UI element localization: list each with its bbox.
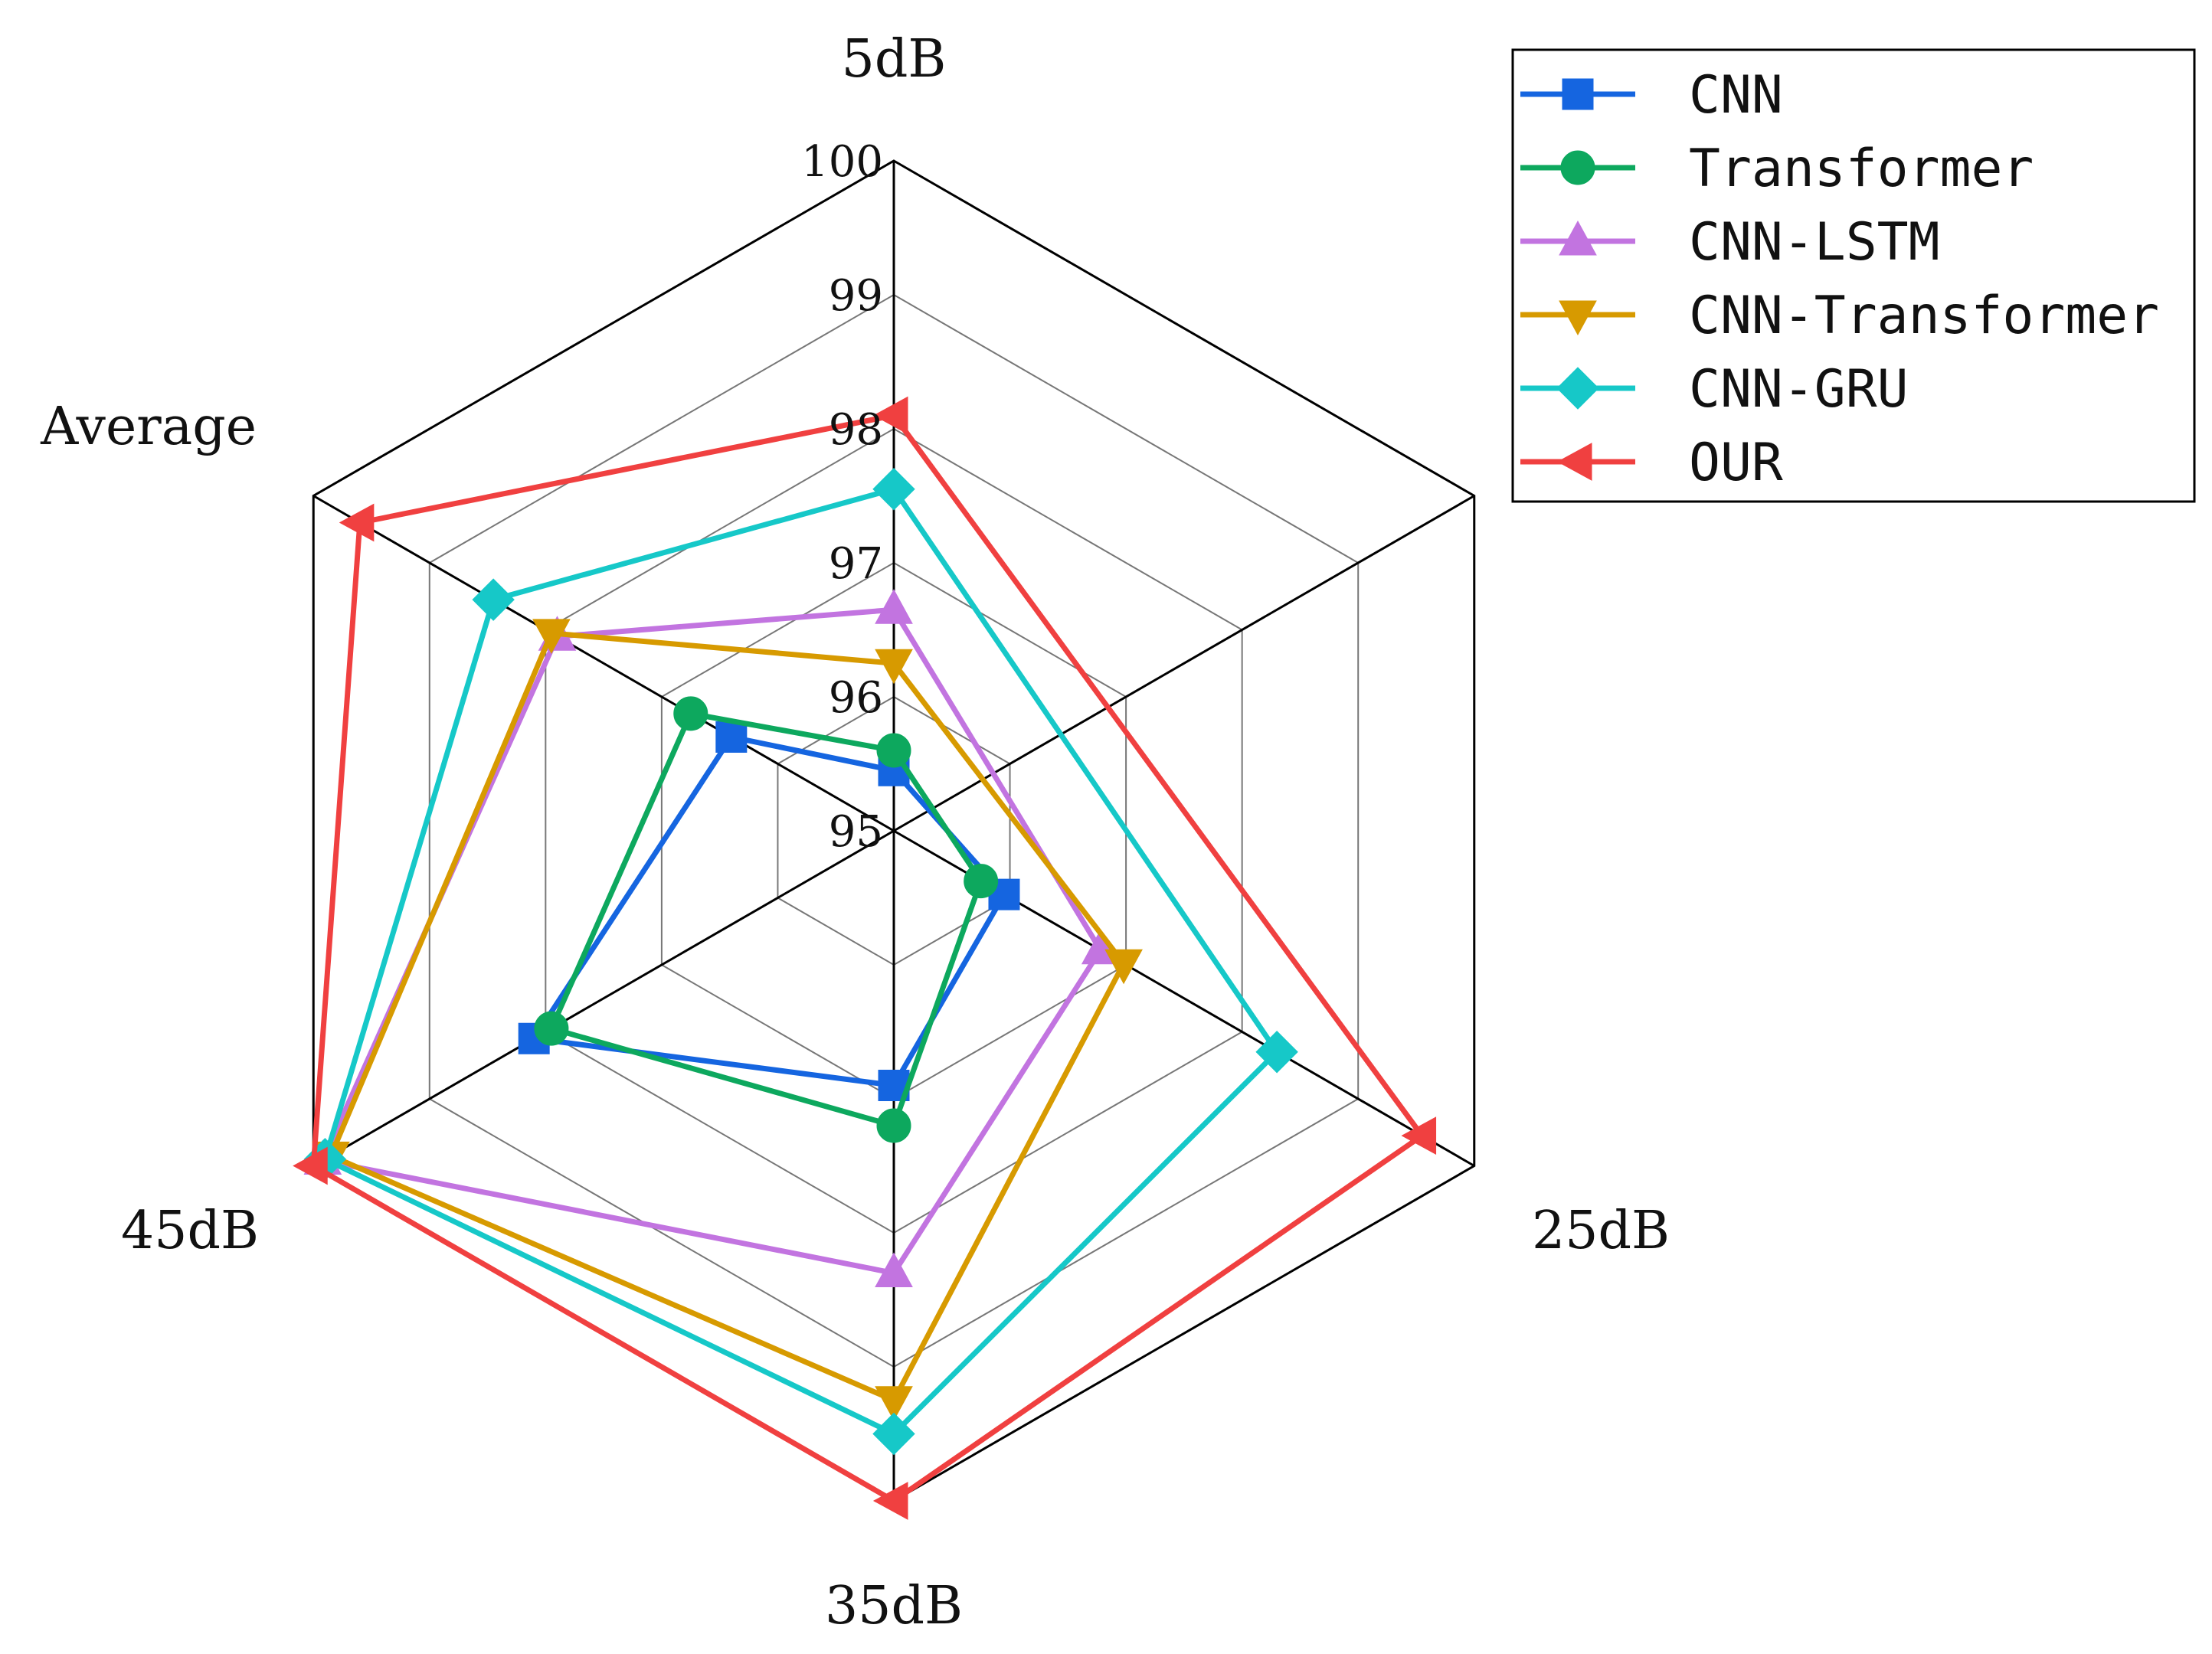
axis-label-45db: 45dB [121, 1201, 259, 1261]
series-line-cnn-lstm [319, 606, 1104, 1276]
tick-label: 100 [801, 137, 883, 187]
series-line-transformer [548, 711, 984, 1129]
legend-marker-transformer [1560, 150, 1595, 185]
axis-label-25db: 25dB [1532, 1201, 1670, 1261]
data-point-cnn-gru-average [472, 578, 515, 621]
legend-marker-cnn-lstm [1559, 220, 1597, 256]
data-point-transformer-45db [534, 1011, 569, 1046]
series-cnn [518, 721, 1020, 1101]
legend-item-cnn-gru: CNN-GRU [1520, 359, 1909, 420]
data-point-cnn-transformer-25db [1104, 949, 1143, 985]
tick-label: 96 [829, 673, 883, 723]
tick-label: 99 [829, 271, 883, 321]
data-point-transformer-5db [876, 733, 911, 768]
data-point-transformer-25db [964, 864, 999, 899]
axis-label-35db: 35dB [825, 1576, 963, 1636]
data-point-cnn-gru-35db [872, 1412, 915, 1456]
tick-label: 95 [829, 807, 883, 857]
series-cnn-transformer [312, 619, 1143, 1421]
legend-item-cnn-transformer: CNN-Transformer [1520, 286, 2159, 346]
series-layer [293, 396, 1437, 1520]
data-point-cnn-lstm-35db [875, 1252, 913, 1287]
legend-label-transformer: Transformer [1689, 139, 2034, 199]
spoke-4 [312, 829, 895, 1167]
series-line-our [310, 413, 1425, 1504]
data-point-our-5db [872, 396, 908, 435]
legend-marker-cnn-transformer [1559, 300, 1597, 336]
spoke-1 [893, 495, 1475, 832]
data-point-our-35db [872, 1482, 908, 1520]
data-point-cnn-transformer-average [532, 619, 571, 654]
legend-marker-cnn [1562, 78, 1594, 110]
legend-marker-cnn-gru [1556, 367, 1599, 410]
data-point-our-average [339, 503, 375, 542]
labels: 95 96 97 98 99 100 5dB 25dB 35dB 45dB Average [40, 29, 1670, 1636]
spoke-5 [312, 495, 895, 832]
data-point-cnn-average [715, 721, 748, 753]
legend-label-cnn-transformer: CNN-Transformer [1689, 286, 2159, 346]
legend-item-cnn-lstm: CNN-LSTM [1520, 212, 1940, 273]
legend-item-cnn: CNN [1520, 65, 1783, 126]
legend-item-transformer: Transformer [1520, 139, 2034, 199]
legend-label-cnn: CNN [1689, 65, 1783, 126]
axis-label-average: Average [40, 397, 257, 457]
data-point-cnn-gru-5db [872, 468, 915, 511]
legend: CNN Transformer CNN-LSTM CNN-Transformer CNN… [1511, 48, 2196, 503]
tick-label: 98 [829, 405, 883, 455]
legend-item-our: OUR [1520, 433, 1783, 493]
data-point-transformer-35db [876, 1108, 911, 1143]
series-line-cnn-gru [322, 486, 1280, 1437]
legend-label-cnn-lstm: CNN-LSTM [1689, 212, 1940, 273]
axis-label-5db: 5dB [842, 29, 947, 90]
data-point-cnn-gru-25db [1255, 1031, 1298, 1074]
series-transformer [534, 696, 999, 1143]
data-point-transformer-average [673, 696, 708, 731]
data-point-our-25db [1401, 1116, 1437, 1155]
axes [312, 161, 1475, 1501]
legend-marker-our [1556, 443, 1592, 481]
legend-label-cnn-gru: CNN-GRU [1689, 359, 1909, 420]
data-point-cnn-lstm-5db [875, 589, 913, 624]
series-line-cnn-transformer [328, 630, 1127, 1404]
data-point-cnn-transformer-5db [875, 649, 913, 685]
data-point-our-45db [293, 1146, 328, 1185]
data-point-cnn-transformer-35db [875, 1386, 913, 1421]
series-cnn-lstm [303, 589, 1120, 1287]
series-our [293, 396, 1437, 1520]
legend-label-our: OUR [1689, 433, 1783, 493]
legend-box [1511, 48, 2196, 503]
tick-label: 97 [829, 539, 883, 589]
